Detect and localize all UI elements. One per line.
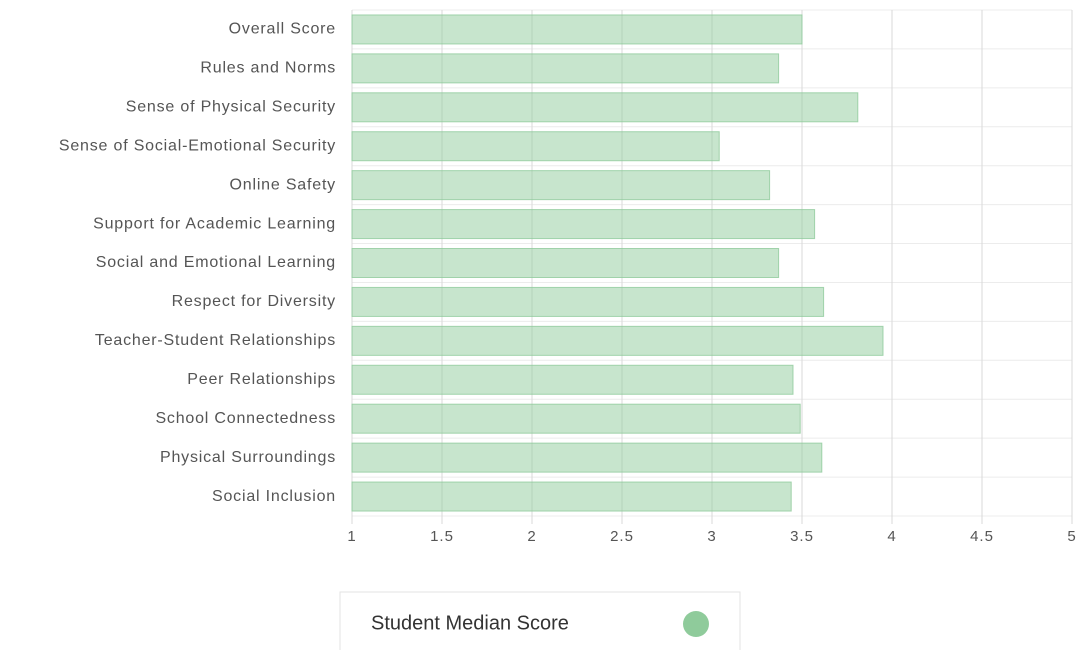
y-tick-label: Social Inclusion	[212, 488, 336, 505]
y-tick-label: Physical Surroundings	[160, 449, 336, 466]
bar	[351, 14, 803, 45]
y-tick-label: Overall Score	[229, 21, 336, 38]
bar	[351, 170, 771, 201]
x-tick-label: 1	[347, 528, 356, 545]
bar	[351, 481, 792, 512]
bar	[351, 53, 780, 84]
legend-box	[339, 591, 741, 655]
bar	[351, 92, 859, 123]
bar	[351, 286, 825, 317]
x-tick-label: 2.5	[610, 528, 634, 545]
y-tick-label: Social and Emotional Learning	[96, 254, 336, 271]
y-tick-label: Sense of Physical Security	[126, 99, 336, 116]
y-tick-label: School Connectedness	[155, 410, 336, 427]
bar	[351, 325, 884, 356]
x-tick-label: 4	[887, 528, 896, 545]
y-tick-label: Rules and Norms	[200, 60, 336, 77]
y-tick-label: Sense of Social-Emotional Security	[59, 137, 336, 154]
y-tick-label: Respect for Diversity	[172, 293, 336, 310]
bar	[351, 248, 780, 278]
x-tick-label: 2	[527, 528, 536, 545]
y-tick-label: Peer Relationships	[187, 371, 336, 388]
bar	[351, 131, 720, 162]
y-tick-label: Teacher-Student Relationships	[95, 332, 336, 349]
bar	[351, 364, 794, 395]
bar	[351, 442, 823, 473]
x-tick-label: 4.5	[970, 528, 994, 545]
y-tick-label: Online Safety	[230, 176, 336, 193]
legend-label: Student Median Score	[371, 612, 569, 634]
x-tick-label: 3.5	[790, 528, 814, 545]
bar	[351, 209, 816, 240]
legend-swatch	[683, 611, 709, 637]
x-tick-label: 5	[1067, 528, 1076, 545]
bar	[351, 403, 801, 434]
x-tick-label: 1.5	[430, 528, 454, 545]
x-tick-label: 3	[707, 528, 716, 545]
y-tick-label: Support for Academic Learning	[93, 215, 336, 232]
